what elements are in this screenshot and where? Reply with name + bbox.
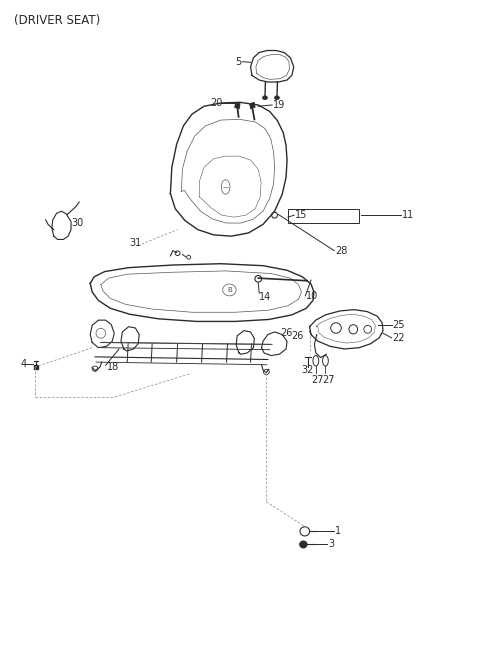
Text: (DRIVER SEAT): (DRIVER SEAT) (14, 14, 101, 28)
Text: 25: 25 (393, 319, 405, 330)
Ellipse shape (300, 541, 307, 548)
Text: 4: 4 (20, 359, 26, 369)
Bar (250, 102, 255, 109)
Bar (235, 102, 240, 109)
Text: 28: 28 (335, 245, 348, 256)
Text: 32: 32 (301, 365, 314, 375)
Text: 26: 26 (280, 328, 292, 338)
Text: 10: 10 (306, 291, 319, 301)
Text: 19: 19 (273, 100, 285, 110)
Text: 30: 30 (71, 218, 84, 228)
Text: 31: 31 (130, 237, 142, 248)
Text: 5: 5 (235, 56, 241, 67)
Text: 27: 27 (323, 375, 335, 386)
Text: 26: 26 (291, 331, 304, 341)
Text: 3: 3 (328, 539, 334, 550)
Text: 15: 15 (295, 210, 308, 220)
Text: 11: 11 (402, 210, 415, 220)
Ellipse shape (275, 96, 279, 100)
Text: 1: 1 (335, 526, 341, 537)
Text: 14: 14 (259, 291, 272, 302)
Text: B: B (227, 287, 232, 293)
Text: 27: 27 (311, 375, 324, 386)
Text: 20: 20 (210, 98, 223, 108)
Text: 22: 22 (393, 333, 405, 343)
Ellipse shape (263, 96, 267, 100)
Text: 18: 18 (107, 362, 119, 373)
